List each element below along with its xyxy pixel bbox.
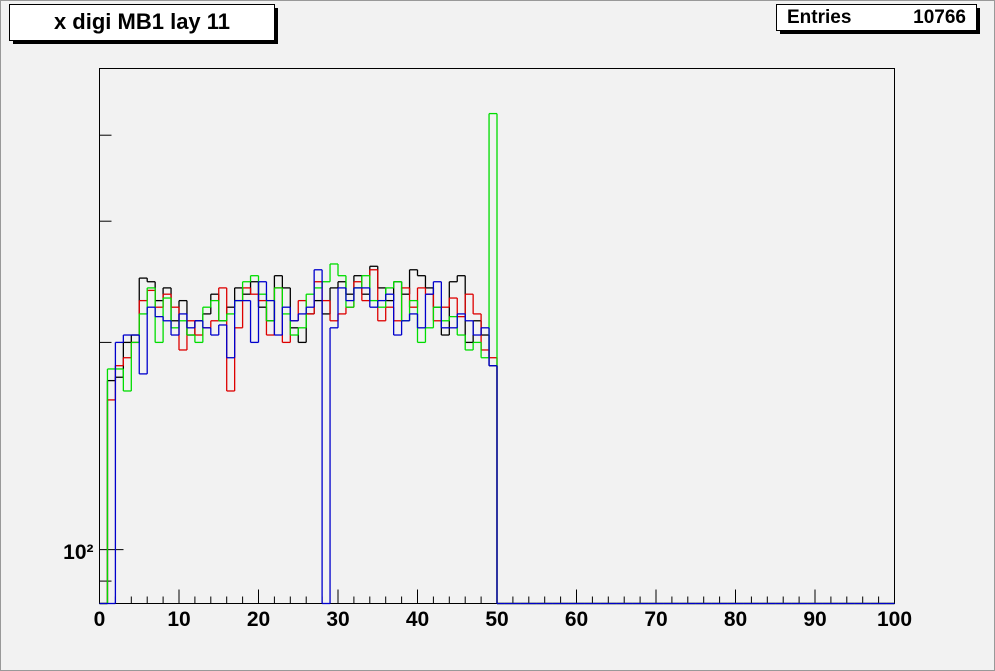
stats-label: Entries [787, 7, 851, 28]
x-tick-label: 20 [247, 608, 270, 631]
title-box [9, 4, 275, 41]
x-tick-label: 90 [803, 608, 826, 631]
x-tick-label: 70 [644, 608, 667, 631]
x-tick-label: 100 [877, 608, 912, 631]
y-tick-label: 10² [63, 541, 93, 564]
x-tick-label: 50 [485, 608, 508, 631]
x-tick-label: 0 [94, 608, 106, 631]
x-tick-label: 10 [167, 608, 190, 631]
x-tick-label: 30 [326, 608, 349, 631]
title: x digi MB1 lay 11 [54, 9, 230, 34]
x-tick-label: 80 [724, 608, 747, 631]
x-tick-label: 60 [565, 608, 588, 631]
stats-box [776, 4, 977, 31]
stats-value: 10766 [913, 7, 966, 28]
x-tick-label: 40 [406, 608, 429, 631]
